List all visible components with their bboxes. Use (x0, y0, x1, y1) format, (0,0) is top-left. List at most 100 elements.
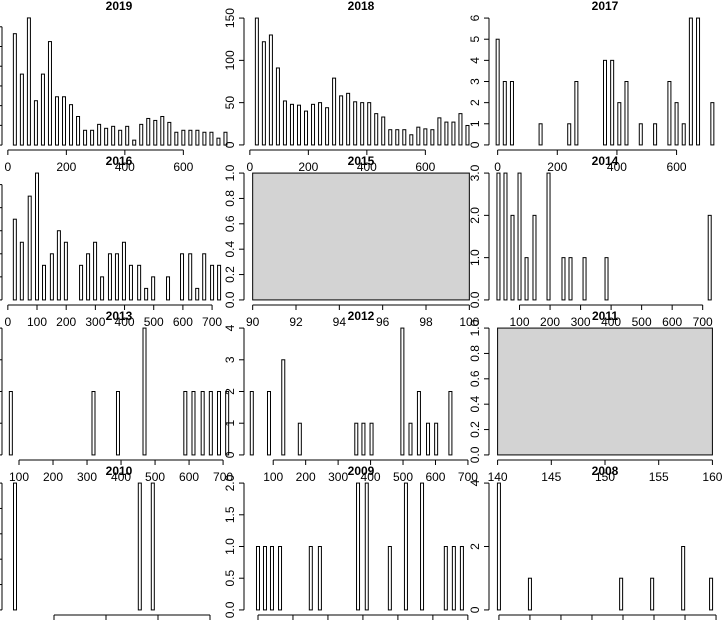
bar (167, 121, 172, 146)
x-tick-label: 145 (541, 470, 561, 484)
bar (426, 422, 431, 456)
bar (19, 73, 24, 146)
x-tick-label: 200 (547, 160, 567, 174)
y-tick-label: 0.4 (223, 241, 237, 258)
bar (496, 172, 501, 301)
bar (26, 17, 31, 146)
bar (546, 172, 551, 301)
bar (118, 129, 123, 146)
y-tick-label: 2 (468, 543, 482, 550)
bar (416, 391, 421, 456)
bar (107, 253, 112, 301)
bar (400, 327, 405, 456)
bar (674, 102, 679, 146)
bar (217, 264, 222, 301)
x-tick-label: 400 (607, 160, 627, 174)
y-tick-label: 1.5 (223, 506, 237, 523)
bar (339, 95, 344, 146)
bar (79, 264, 84, 301)
bar (202, 253, 207, 301)
x-tick-label: 400 (115, 315, 135, 329)
bar (496, 482, 501, 611)
bar (209, 131, 214, 146)
bar (86, 253, 91, 301)
bar (356, 482, 361, 611)
bar (653, 123, 658, 146)
bar (619, 577, 624, 611)
bar (63, 241, 68, 301)
panel-title: 2009 (348, 464, 375, 478)
bar (91, 391, 96, 456)
bar (188, 129, 193, 146)
bar (604, 257, 609, 301)
y-tick-label: 0.6 (468, 370, 482, 387)
bar (509, 81, 514, 146)
panel: 20190200400600020406080100120 (0, 0, 228, 174)
x-tick-label: 100 (263, 470, 283, 484)
x-tick-label: 600 (179, 470, 199, 484)
x-tick-label: 500 (145, 470, 165, 484)
bar (574, 81, 579, 146)
bar (374, 113, 379, 146)
panel-background (497, 327, 713, 456)
bar (332, 77, 337, 146)
bar (297, 422, 302, 456)
bar (150, 482, 155, 611)
bar (617, 102, 622, 146)
bar (183, 391, 188, 456)
bar (139, 123, 144, 146)
bar (408, 422, 413, 456)
bar (151, 276, 156, 301)
y-tick-label: 1 (468, 120, 482, 127)
bar (100, 276, 105, 301)
x-tick-label: 100 (27, 315, 47, 329)
bar (409, 134, 414, 146)
bar (681, 123, 686, 146)
bar (402, 129, 407, 146)
bar (216, 137, 221, 146)
bar (510, 214, 515, 301)
y-tick-label: 1.0 (223, 538, 237, 555)
bar (195, 129, 200, 146)
bar (568, 257, 573, 301)
bar (210, 264, 215, 301)
bar (388, 129, 393, 146)
panel: 20091002003004005006007000.00.51.01.52.0 (223, 464, 469, 620)
y-tick-label: 1.0 (223, 164, 237, 181)
x-tick-label: 600 (667, 160, 687, 174)
y-tick-label: 0 (468, 606, 482, 613)
bar (582, 257, 587, 301)
bar (325, 107, 330, 146)
bar (416, 126, 421, 146)
y-tick-label: 0.8 (223, 190, 237, 207)
y-tick-label: 0.8 (468, 345, 482, 362)
y-tick-label: 3.0 (468, 164, 482, 181)
bar (249, 391, 254, 456)
x-tick-label: 200 (540, 315, 560, 329)
bar (364, 482, 369, 611)
bar (142, 327, 147, 456)
x-tick-label: 700 (458, 470, 478, 484)
bar (166, 276, 171, 301)
bar (33, 100, 38, 146)
x-tick-label: 0 (247, 160, 254, 174)
bar (311, 103, 316, 146)
x-tick-label: 700 (202, 315, 222, 329)
bar (69, 104, 74, 146)
bar (369, 422, 374, 456)
y-tick-label: 5 (468, 36, 482, 43)
bar (561, 257, 566, 301)
y-tick-label: 1.0 (468, 249, 482, 266)
panel-title: 2012 (348, 309, 375, 323)
x-tick-label: 200 (56, 160, 76, 174)
x-tick-label: 400 (601, 315, 621, 329)
bar (308, 546, 313, 611)
bar (524, 257, 529, 301)
panel-title: 2016 (106, 154, 133, 168)
bar (289, 103, 294, 146)
bar (62, 96, 67, 146)
bar (146, 117, 151, 146)
bar (125, 125, 130, 146)
x-tick-label: 400 (361, 470, 381, 484)
